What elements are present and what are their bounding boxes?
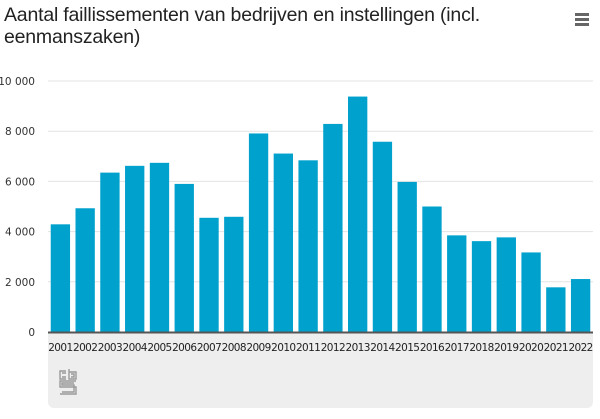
hamburger-menu-icon: [575, 23, 589, 26]
y-axis-tick-labels: 0 2 000 4 000 6 000 8 000 10 000: [0, 76, 35, 339]
bar-2008[interactable]: [224, 216, 244, 332]
chart-title: Aantal faillissementen van bedrijven en …: [4, 4, 480, 48]
x-axis-tick-labels: 2001 2002 2003 2004 2005 2006 2007 2008 2009 2010…: [48, 342, 593, 354]
bar-2017[interactable]: [447, 235, 467, 332]
bar-2012[interactable]: [323, 123, 343, 333]
x-tick-label: 2008: [222, 342, 246, 354]
x-tick-label: 2004: [123, 342, 148, 354]
bars: [50, 96, 591, 333]
x-tick-label: 2001: [48, 342, 72, 354]
x-tick-label: 2011: [296, 342, 320, 354]
x-tick-label: 2020: [519, 342, 543, 354]
x-tick-label: 2022: [568, 342, 592, 354]
y-tick-label: 2 000: [5, 277, 35, 289]
bar-2014[interactable]: [372, 141, 393, 332]
x-tick-label: 2016: [420, 342, 445, 354]
y-tick-label: 0: [28, 327, 35, 339]
bar-2018[interactable]: [471, 241, 492, 332]
y-tick-label: 4 000: [5, 227, 35, 239]
bar-2005[interactable]: [149, 162, 170, 332]
x-tick-label: 2015: [395, 342, 419, 354]
x-tick-label: 2006: [172, 342, 197, 354]
x-tick-label: 2003: [98, 342, 122, 354]
x-tick-label: 2005: [147, 342, 171, 354]
bar-2020[interactable]: [521, 252, 541, 332]
x-tick-label: 2019: [494, 342, 518, 354]
x-tick-label: 2013: [345, 342, 369, 354]
y-tick-label: 6 000: [5, 176, 35, 188]
bar-2016[interactable]: [422, 206, 442, 333]
chart-menu-button[interactable]: [573, 11, 591, 27]
bar-2015[interactable]: [397, 181, 417, 332]
bar-2021[interactable]: [546, 287, 566, 332]
x-tick-label: 2014: [370, 342, 395, 354]
x-tick-label: 2021: [544, 342, 568, 354]
hamburger-menu-icon: [575, 13, 589, 16]
hamburger-menu-icon: [575, 18, 589, 21]
bar-2011[interactable]: [298, 160, 318, 332]
x-tick-label: 2018: [469, 342, 493, 354]
chart-footer-panel: [48, 333, 593, 408]
bar-2006[interactable]: [174, 183, 194, 332]
x-tick-label: 2012: [321, 342, 345, 354]
y-tick-label: 8 000: [5, 126, 35, 138]
bar-2013[interactable]: [347, 96, 368, 332]
bar-2001[interactable]: [50, 224, 71, 332]
bar-2004[interactable]: [125, 165, 145, 332]
x-tick-label: 2010: [271, 342, 295, 354]
bar-2002[interactable]: [75, 208, 95, 332]
bar-2007[interactable]: [199, 217, 219, 332]
bar-2003[interactable]: [100, 172, 120, 332]
x-tick-label: 2009: [246, 342, 270, 354]
bar-2010[interactable]: [273, 153, 294, 332]
x-tick-label: 2007: [197, 342, 221, 354]
x-tick-label: 2017: [445, 342, 469, 354]
cbs-logo-icon: [59, 369, 77, 395]
bar-2022[interactable]: [570, 279, 591, 332]
bar-2019[interactable]: [496, 237, 516, 332]
bar-2009[interactable]: [248, 133, 269, 332]
y-tick-label: 10 000: [0, 76, 35, 88]
x-tick-label: 2002: [73, 342, 97, 354]
